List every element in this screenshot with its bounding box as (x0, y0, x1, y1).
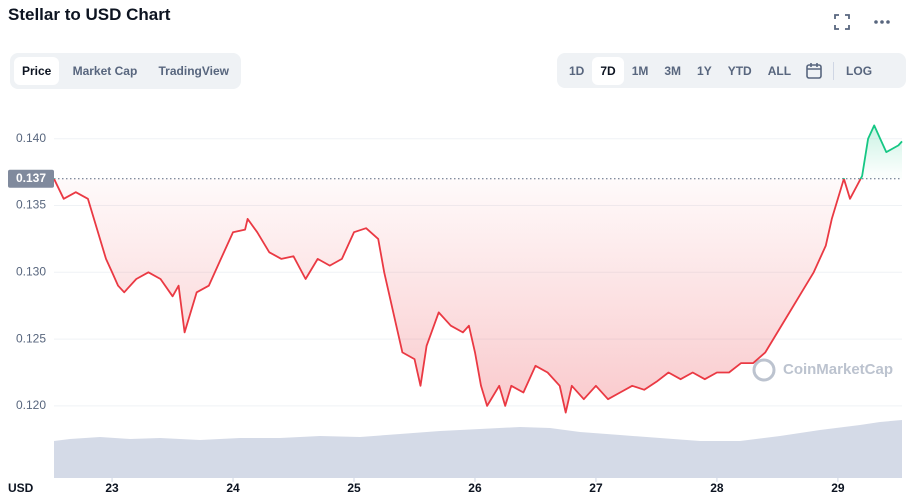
calendar-shape (806, 63, 822, 79)
range-button[interactable]: 1M (631, 63, 649, 78)
range-button[interactable]: 1D (569, 63, 585, 78)
calendar-icon[interactable] (799, 61, 829, 81)
fullscreen-icon[interactable] (832, 12, 852, 32)
x-tick-label: 26 (468, 481, 482, 495)
range-group: 1D 7D 1M 3M 1Y YTD ALL LOG (557, 53, 906, 88)
tab-button[interactable]: TradingView (158, 64, 229, 78)
x-tick-label: 23 (105, 481, 119, 495)
range-button[interactable]: 1Y (697, 63, 712, 78)
tab-button[interactable]: Price (14, 57, 60, 85)
page-title: Stellar to USD Chart (8, 5, 171, 24)
watermark: CoinMarketCap (783, 361, 893, 378)
volume-area (54, 420, 902, 478)
price-line (53, 124, 903, 414)
area-group (54, 125, 902, 413)
x-tick-label: 24 (226, 481, 240, 495)
y-tick-label: 0.120 (16, 398, 46, 412)
y-tick-label: 0.140 (16, 131, 46, 145)
x-tick-label: 28 (710, 481, 724, 495)
watermark-logo (752, 358, 776, 382)
tab-group: Price Market Cap TradingView (10, 53, 241, 89)
area-below (54, 178, 902, 413)
log-button[interactable]: LOG (846, 63, 873, 78)
y-tick-label: 0.135 (16, 198, 46, 212)
range-button[interactable]: YTD (727, 63, 752, 78)
range-button[interactable]: ALL (767, 63, 792, 78)
separator (833, 61, 835, 80)
x-tick-label: 27 (589, 481, 603, 495)
range-button[interactable]: 7D (592, 56, 624, 85)
x-axis-label: USD (8, 481, 34, 495)
range-button[interactable]: 3M (664, 63, 682, 78)
baseline-label-box (8, 169, 54, 188)
x-tick-label: 25 (347, 481, 361, 495)
more-icon[interactable] (872, 12, 892, 32)
y-tick-label: 0.125 (16, 331, 46, 345)
x-tick-label: 29 (831, 481, 845, 495)
y-tick-label: 0.130 (16, 264, 46, 278)
tab-button[interactable]: Market Cap (72, 64, 138, 78)
line-group: 0.137 (8, 124, 903, 414)
calendar-shape (807, 62, 822, 70)
baseline-label: 0.137 (16, 171, 46, 185)
